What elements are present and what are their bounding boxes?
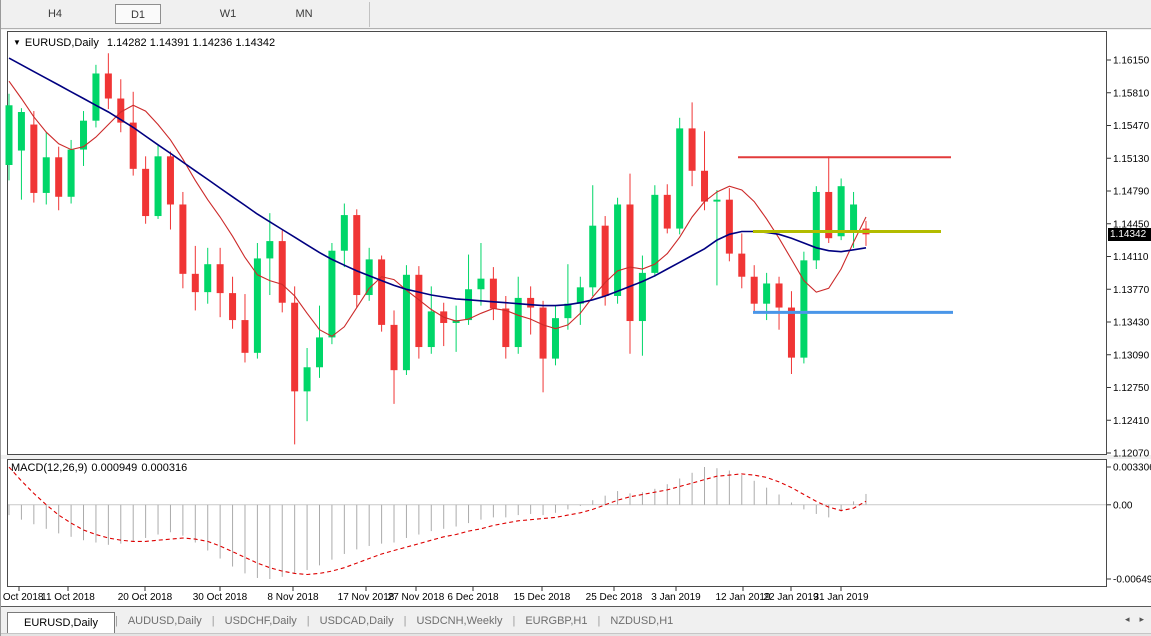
toolbar-separator <box>369 2 370 27</box>
tabs-scroll-right-icon[interactable]: ▸ <box>1139 614 1144 624</box>
statusbar-strip <box>1 633 1151 636</box>
symbol-tabs: EURUSD,Daily | AUDUSD,Daily | USDCHF,Daily | U… <box>7 611 683 633</box>
timeframe-button-w1[interactable]: W1 <box>219 8 237 20</box>
chart-ohlc-values: 1.14282 1.14391 1.14236 1.14342 <box>106 37 276 49</box>
symbol-tabbar: EURUSD,Daily | AUDUSD,Daily | USDCHF,Daily | U… <box>1 606 1151 633</box>
timeframe-toolbar: H4 D1 W1 MN <box>1 0 1151 29</box>
chart-region <box>1 30 1151 606</box>
tab-separator: | <box>597 614 601 627</box>
chart-symbol-label: EURUSD,Daily <box>24 37 99 49</box>
timeframe-button-d1[interactable]: D1 <box>115 4 161 24</box>
tab-eurusd-daily[interactable]: EURUSD,Daily <box>7 612 115 633</box>
tabs-scroll-left-icon[interactable]: ◂ <box>1124 614 1130 624</box>
macd-name: MACD(12,26,9) <box>11 462 88 474</box>
tab-separator: | <box>306 614 310 627</box>
chart-dropdown-icon[interactable]: ▼ <box>13 38 21 47</box>
tab-separator: | <box>512 614 516 627</box>
tab-audusd-daily[interactable]: AUDUSD,Daily <box>127 615 202 627</box>
macd-signal-value: 0.000316 <box>141 462 188 474</box>
tab-separator: | <box>403 614 407 627</box>
tab-eurgbp-h1[interactable]: EURGBP,H1 <box>525 615 588 627</box>
tab-scroll-arrows: ◂ ▸ <box>1115 614 1144 625</box>
chart-title: ▼ EURUSD,Daily 1.14282 1.14391 1.14236 1.1… <box>13 37 275 49</box>
timeframe-button-mn[interactable]: MN <box>295 8 313 20</box>
tab-usdcad-daily[interactable]: USDCAD,Daily <box>319 615 394 627</box>
tab-separator: | <box>114 614 118 627</box>
macd-indicator-label: MACD(12,26,9) 0.000949 0.000316 <box>11 462 191 474</box>
current-price-badge: 1.14342 <box>1108 228 1151 241</box>
tab-usdchf-daily[interactable]: USDCHF,Daily <box>224 615 297 627</box>
tab-usdcnh-weekly[interactable]: USDCNH,Weekly <box>416 615 503 627</box>
tab-nzdusd-h1[interactable]: NZDUSD,H1 <box>610 615 674 627</box>
tab-separator: | <box>211 614 215 627</box>
timeframe-button-h4[interactable]: H4 <box>47 8 63 20</box>
macd-main-value: 0.000949 <box>91 462 138 474</box>
